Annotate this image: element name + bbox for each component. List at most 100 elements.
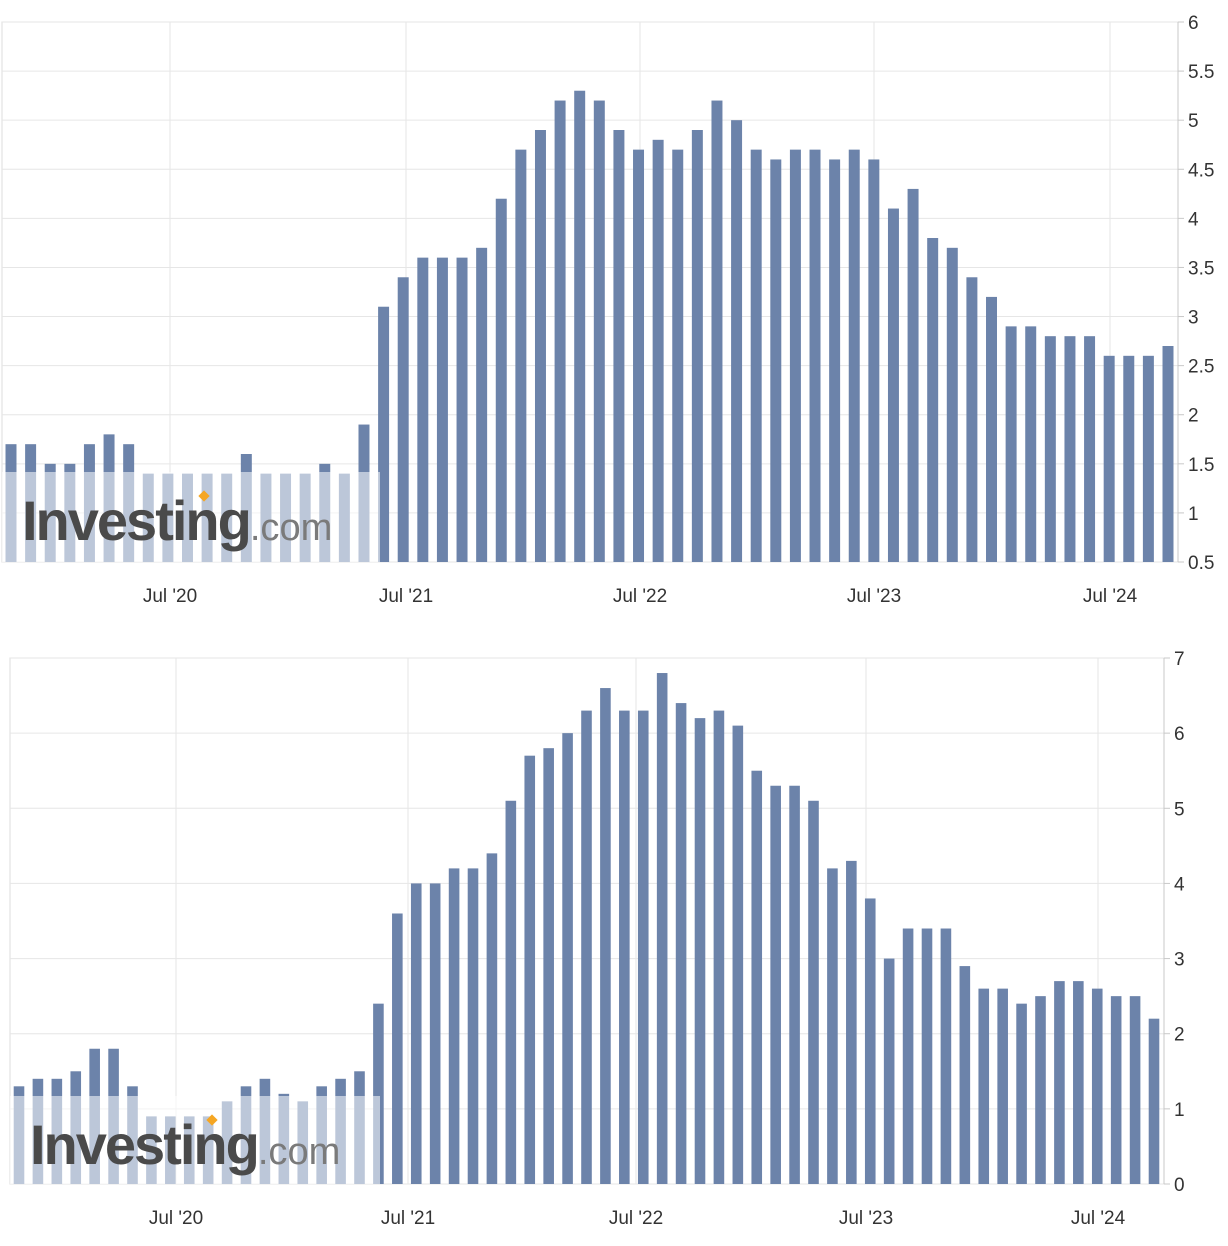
bar — [581, 710, 592, 1184]
bar — [392, 913, 403, 1184]
y-tick-label: 3 — [1174, 950, 1185, 971]
bar — [495, 198, 507, 562]
bar — [619, 710, 630, 1184]
x-tick-label: Jul '22 — [613, 586, 667, 607]
bar — [1044, 336, 1056, 562]
y-tick-label: 6 — [1174, 724, 1185, 745]
logo-accent-icon — [206, 1114, 218, 1126]
y-tick-label: 2.5 — [1188, 357, 1214, 378]
x-tick-label: Jul '23 — [839, 1208, 893, 1229]
y-tick-label: 2 — [1188, 406, 1199, 427]
y-tick-label: 1 — [1188, 504, 1199, 525]
bar — [809, 149, 821, 563]
bar — [515, 149, 527, 563]
watermark-panel — [2, 472, 380, 562]
y-tick-label: 3 — [1188, 308, 1199, 329]
bar — [672, 149, 684, 563]
bar — [1064, 336, 1076, 562]
bar — [789, 149, 801, 563]
bar — [770, 159, 782, 563]
y-tick-label: 6 — [1188, 13, 1199, 34]
bar — [562, 733, 573, 1184]
bar — [940, 928, 952, 1184]
bar — [554, 100, 566, 562]
x-tick-label: Jul '21 — [381, 1208, 435, 1229]
bar — [373, 1003, 384, 1184]
bar — [448, 868, 460, 1184]
bar — [978, 988, 990, 1184]
bar — [1016, 1003, 1027, 1184]
bar — [902, 928, 914, 1184]
bar — [827, 868, 838, 1184]
y-tick-label: 5 — [1188, 111, 1199, 132]
bar — [656, 673, 668, 1184]
bar — [864, 898, 876, 1184]
bar — [966, 277, 978, 562]
bar — [770, 785, 781, 1184]
bar — [846, 860, 857, 1184]
bar — [750, 149, 762, 563]
bar — [883, 958, 895, 1184]
bar — [600, 688, 611, 1184]
bar — [751, 770, 763, 1184]
y-tick-label: 5.5 — [1188, 62, 1214, 83]
bar — [456, 257, 468, 562]
x-tick-label: Jul '20 — [149, 1208, 203, 1229]
bar — [1005, 326, 1017, 562]
bar — [637, 710, 649, 1184]
y-tick-label: 4 — [1174, 874, 1185, 895]
y-tick-label: 4 — [1188, 209, 1199, 230]
watermark-logo: Investing.com — [22, 489, 332, 552]
bar — [907, 188, 919, 562]
bar — [868, 159, 880, 563]
bar — [1025, 326, 1037, 562]
y-tick-label: 0.5 — [1188, 553, 1214, 574]
bar — [410, 883, 422, 1184]
y-tick-label: 7 — [1174, 649, 1185, 670]
bar — [593, 100, 605, 562]
bar — [732, 725, 744, 1184]
bar — [675, 703, 687, 1184]
bar — [1035, 996, 1046, 1184]
bar — [694, 718, 706, 1184]
bar — [429, 883, 441, 1184]
bar — [731, 120, 743, 562]
bar — [986, 296, 997, 562]
bar — [1129, 996, 1141, 1184]
bar — [691, 130, 703, 562]
bar — [1162, 346, 1174, 562]
watermark-panel — [10, 1096, 380, 1184]
bar — [887, 208, 899, 562]
bar — [1123, 355, 1135, 562]
bar — [574, 90, 586, 563]
chart-top: 0.5 1 1.5 2 2.5 3 3.5 4 4.5 5 5.5 6 Jul '20 Jul '21 Ju… — [0, 0, 1228, 620]
bar — [1073, 981, 1084, 1184]
bar — [829, 159, 841, 563]
y-tick-label: 0 — [1174, 1175, 1185, 1196]
x-tick-label: Jul '23 — [847, 586, 901, 607]
bar — [534, 130, 546, 562]
chart-bottom-svg: 0 1 2 3 4 5 6 7 Jul '20 Jul '21 Jul '22 Jul '23 Jul … — [9, 649, 1185, 1229]
bar — [397, 277, 409, 562]
bar — [713, 710, 725, 1184]
bar — [613, 130, 625, 562]
bar — [789, 785, 800, 1184]
chart-top-svg: 0.5 1 1.5 2 2.5 3 3.5 4 4.5 5 5.5 6 Jul '20 Jul '21 Ju… — [1, 13, 1214, 607]
bar — [505, 800, 517, 1184]
bar — [848, 149, 860, 563]
bar — [476, 247, 488, 562]
watermark-logo: Investing.com — [30, 1113, 340, 1176]
x-tick-label: Jul '24 — [1083, 586, 1138, 607]
bar — [997, 988, 1008, 1184]
bar — [1148, 1018, 1160, 1184]
y-tick-label: 1 — [1174, 1100, 1185, 1121]
bar — [959, 966, 971, 1184]
bar — [436, 257, 448, 562]
bar — [652, 139, 664, 562]
y-tick-label: 4.5 — [1188, 160, 1214, 181]
bar — [524, 755, 536, 1184]
bar — [1091, 988, 1103, 1184]
bar — [1103, 355, 1115, 562]
logo-accent-icon — [198, 490, 210, 502]
bar — [378, 306, 390, 562]
